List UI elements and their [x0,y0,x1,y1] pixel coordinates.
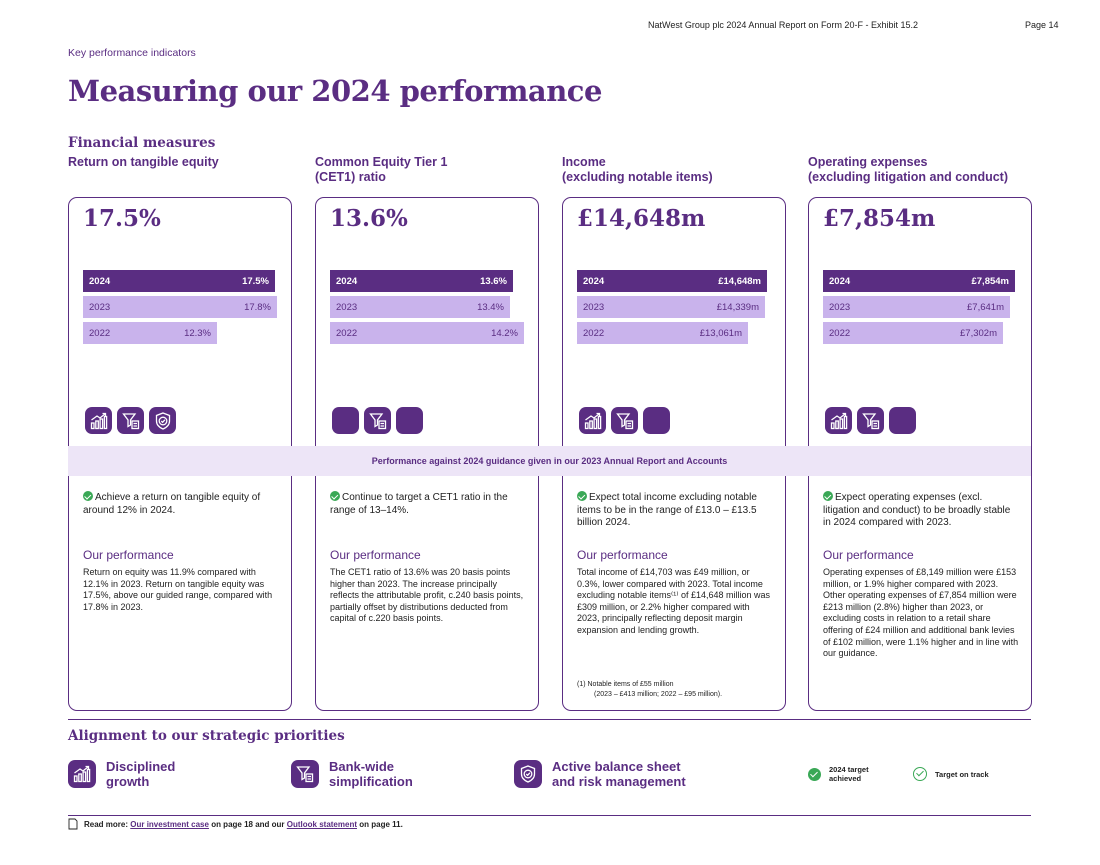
read-more: Read more: Our investment case on page 1… [68,818,403,830]
headline-value: £14,648m [577,205,706,232]
bar-2023: 2023 £7,641m [823,296,1010,318]
headline-value: 13.6% [330,205,408,232]
document-icon [68,818,78,830]
card-title-cet1: Common Equity Tier 1 (CET1) ratio [315,155,448,184]
blank-icon [643,407,670,434]
target-achieved-icon [577,491,587,501]
priority-disciplined-growth: Disciplined growth [68,759,175,789]
our-performance-heading: Our performance [577,548,668,562]
divider [68,815,1031,816]
kpi-card-opex: £7,854m 2024 £7,854m 2023 £7,641m 2022 £7,3… [808,197,1032,711]
filter-doc-icon [364,407,391,434]
kpi-card-income: £14,648m 2024 £14,648m 2023 £14,339m 2022 £… [562,197,786,711]
bar-2022: 2022 14.2% [330,322,524,344]
growth-chart-icon [68,760,96,788]
header-doc-title: NatWest Group plc 2024 Annual Report on … [648,20,918,30]
legend-target-achieved: 2024 target achieved [808,765,869,783]
investment-case-link[interactable]: Our investment case [130,819,209,829]
shield-check-icon [149,407,176,434]
footnote: (1) Notable items of £55 million (2023 –… [577,681,723,698]
target-on-track-icon [913,767,927,781]
priority-label: Active balance sheet and risk management [552,759,686,789]
growth-chart-icon [825,407,852,434]
target-achieved-icon [330,491,340,501]
guidance-text: Achieve a return on tangible equity of a… [83,491,261,516]
priority-bank-wide-simplification: Bank-wide simplification [291,759,413,789]
divider [68,719,1031,720]
financial-measures-heading: Financial measures [68,135,216,151]
bar-2024: 2024 13.6% [330,270,513,292]
filter-doc-icon [291,760,319,788]
target-achieved-icon [808,767,821,781]
legend-label: 2024 target achieved [829,765,869,783]
legend-label: Target on track [935,769,989,779]
our-performance-heading: Our performance [83,548,174,562]
bar-2022: 2022 £13,061m [577,322,748,344]
filter-doc-icon [117,407,144,434]
performance-text: Total income of £14,703 was £49 million,… [577,567,771,635]
priority-icons [332,407,423,434]
bar-2023: 2023 £14,339m [577,296,765,318]
performance-text: The CET1 ratio of 13.6% was 20 basis poi… [330,567,524,624]
blank-icon [396,407,423,434]
blank-icon [889,407,916,434]
headline-value: 17.5% [83,205,161,232]
bar-2022: 2022 12.3% [83,322,217,344]
guidance-text: Expect total income excluding notable it… [577,491,757,528]
kpi-card-rote: 17.5% 2024 17.5% 2023 17.8% 2022 12.3% Achi… [68,197,292,711]
page-title: Measuring our 2024 performance [68,74,602,108]
priority-icons [825,407,916,434]
card-title-rote: Return on tangible equity [68,155,219,169]
filter-doc-icon [857,407,884,434]
bar-2024: 2024 17.5% [83,270,275,292]
priority-icons [579,407,670,434]
our-performance-heading: Our performance [823,548,914,562]
priority-icons [85,407,176,434]
target-achieved-icon [823,491,833,501]
legend-target-on-track: Target on track [913,767,989,781]
card-title-opex: Operating expenses (excluding litigation … [808,155,1008,184]
card-title-income: Income (excluding notable items) [562,155,713,184]
performance-text: Return on equity was 11.9% compared with… [83,567,273,612]
headline-value: £7,854m [823,205,936,232]
priority-active-balance-sheet: Active balance sheet and risk management [514,759,686,789]
shield-check-icon [514,760,542,788]
target-achieved-icon [83,491,93,501]
alignment-heading: Alignment to our strategic priorities [68,728,345,744]
kpi-card-cet1: 13.6% 2024 13.6% 2023 13.4% 2022 14.2% Cont… [315,197,539,711]
guidance-band: Performance against 2024 guidance given … [68,446,1031,476]
bar-2024: 2024 £14,648m [577,270,767,292]
guidance-text: Expect operating expenses (excl. litigat… [823,491,1011,528]
growth-chart-icon [85,407,112,434]
growth-chart-icon [579,407,606,434]
bar-2024: 2024 £7,854m [823,270,1015,292]
bar-2023: 2023 13.4% [330,296,510,318]
filter-doc-icon [611,407,638,434]
blank-icon [332,407,359,434]
performance-text: Operating expenses of £8,149 million wer… [823,567,1019,659]
header-page-number: Page 14 [1025,20,1059,30]
outlook-statement-link[interactable]: Outlook statement [286,819,357,829]
section-label: Key performance indicators [68,47,196,59]
guidance-text: Continue to target a CET1 ratio in the r… [330,491,508,516]
bar-2022: 2022 £7,302m [823,322,1003,344]
bar-2023: 2023 17.8% [83,296,277,318]
priority-label: Bank-wide simplification [329,759,413,789]
our-performance-heading: Our performance [330,548,421,562]
priority-label: Disciplined growth [106,759,176,789]
